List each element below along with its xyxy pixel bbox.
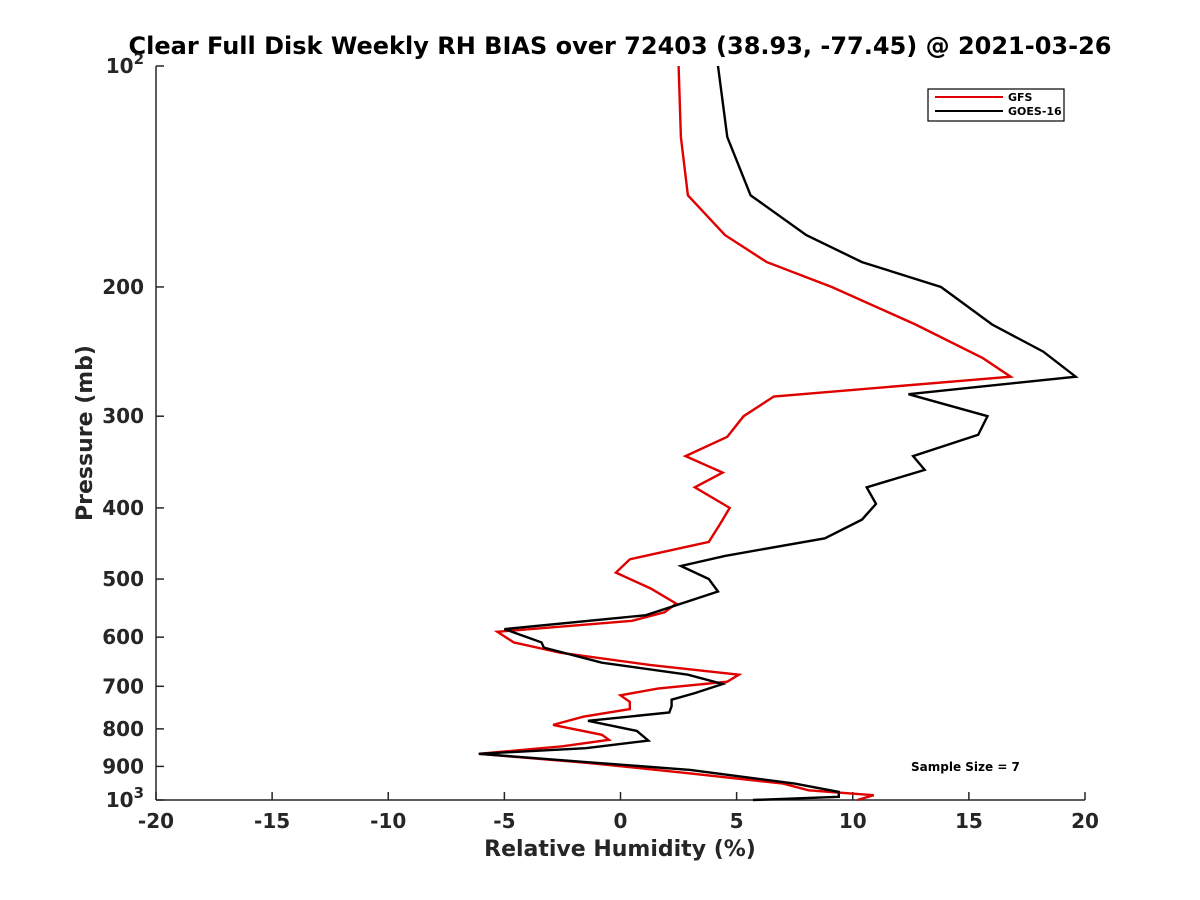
- legend-gfs-label: GFS: [1008, 91, 1033, 104]
- y-tick-label: 800: [102, 717, 144, 741]
- y-tick-label: 103: [106, 784, 144, 812]
- x-tick-label: 10: [839, 809, 867, 833]
- y-tick-label: 400: [102, 496, 144, 520]
- x-tick-label: 15: [955, 809, 983, 833]
- chart-title: Clear Full Disk Weekly RH BIAS over 7240…: [129, 32, 1112, 60]
- x-tick-label: 5: [730, 809, 744, 833]
- y-tick-label: 700: [102, 674, 144, 698]
- y-tick-label: 500: [102, 567, 144, 591]
- series-lines: [478, 65, 1079, 802]
- legend-goes16-label: GOES-16: [1008, 105, 1062, 118]
- legend-box: [927, 88, 1065, 122]
- series-line-goes-16: [478, 65, 1079, 802]
- y-axis-label: Pressure (mb): [73, 345, 98, 521]
- x-axis-label: Relative Humidity (%): [484, 837, 756, 862]
- x-tick-label: -5: [493, 809, 515, 833]
- sample-size-annotation: Sample Size = 7: [911, 760, 1020, 774]
- legend: GFS GOES-16: [927, 88, 1065, 122]
- x-axis-ticks: -20 -15 -10 -5 0 5 10 15 20: [138, 792, 1099, 833]
- x-tick-label: -20: [138, 809, 174, 833]
- y-tick-label: 600: [102, 625, 144, 649]
- x-tick-label: -15: [254, 809, 290, 833]
- y-axis-ticks: 102 200 300 400 500 600 700 800 900 103: [102, 50, 164, 812]
- y-tick-label: 300: [102, 404, 144, 428]
- y-tick-label: 200: [102, 275, 144, 299]
- x-tick-label: 20: [1071, 809, 1099, 833]
- series-line-gfs: [478, 65, 1015, 802]
- y-tick-label: 900: [102, 754, 144, 778]
- x-tick-label: 0: [614, 809, 628, 833]
- y-tick-label: 102: [106, 50, 144, 78]
- plot-axes: [155, 66, 1085, 801]
- x-tick-label: -10: [370, 809, 406, 833]
